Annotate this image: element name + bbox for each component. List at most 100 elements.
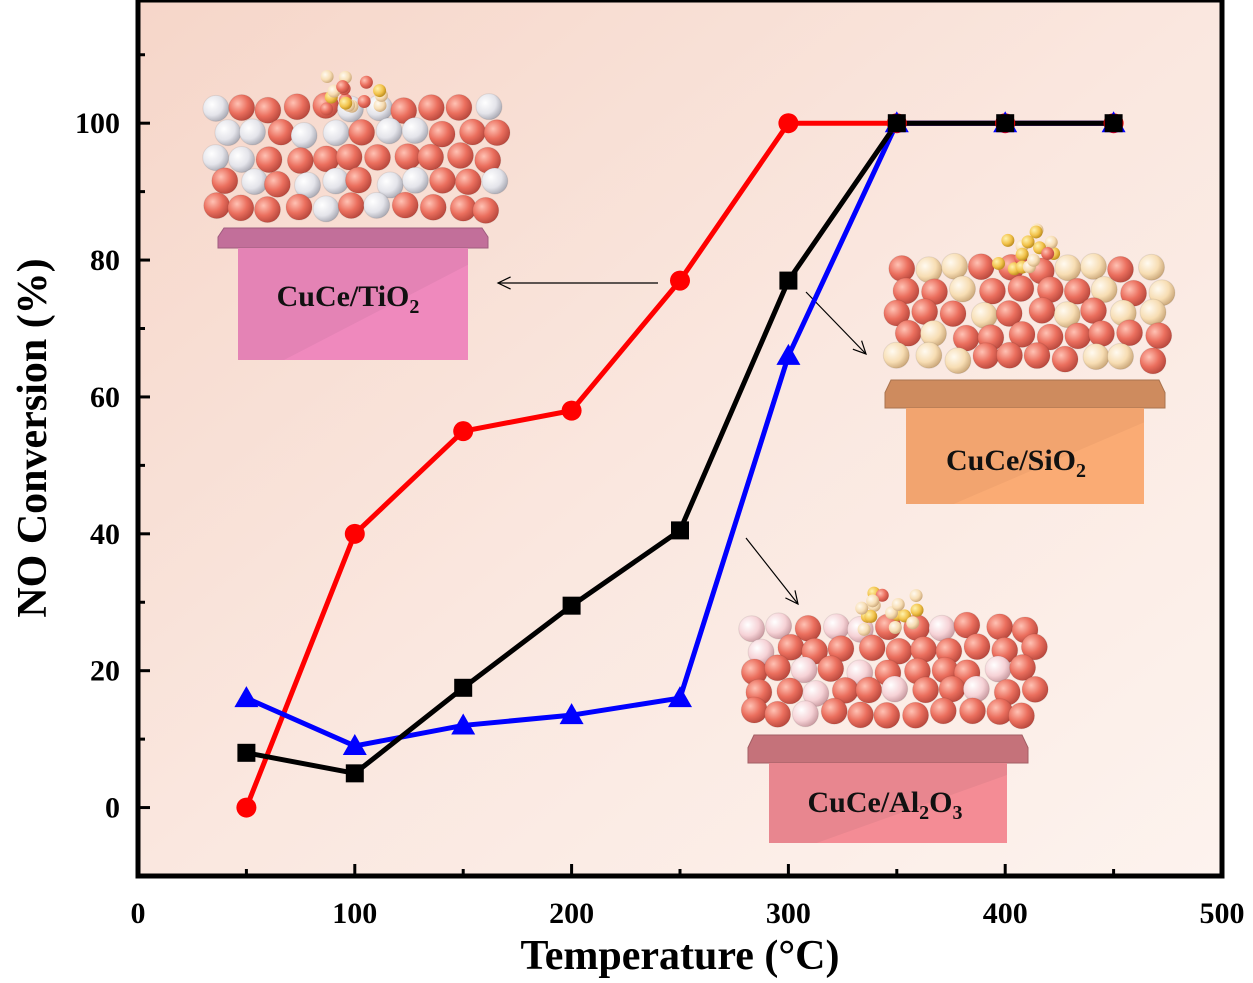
atom <box>344 166 372 194</box>
atom <box>322 167 350 195</box>
atom <box>401 166 429 194</box>
atom <box>1054 254 1082 282</box>
y-tick-label: 100 <box>75 107 120 140</box>
atom <box>286 147 314 175</box>
atom <box>1064 322 1092 350</box>
arrow-head <box>496 276 511 290</box>
atom <box>1080 297 1108 325</box>
atom <box>449 194 477 222</box>
y-tick-label: 20 <box>90 655 120 688</box>
atom <box>820 697 848 725</box>
atom <box>892 277 920 305</box>
atom <box>483 119 511 147</box>
atom <box>1020 633 1048 661</box>
marker-square <box>562 596 581 615</box>
marker-square <box>454 678 473 697</box>
label-box-2: CuCe/Al2O3 <box>747 734 1029 843</box>
marker-circle <box>344 523 365 544</box>
atom <box>910 603 924 617</box>
atom <box>254 96 282 124</box>
atom <box>763 654 791 682</box>
atom <box>1063 277 1091 305</box>
atom <box>445 94 473 122</box>
atom <box>948 275 976 303</box>
atom <box>211 167 239 195</box>
atom <box>419 193 447 221</box>
atom <box>394 143 422 171</box>
atom <box>285 193 313 221</box>
atom <box>337 191 365 219</box>
atom <box>1007 274 1035 302</box>
atom <box>391 191 419 219</box>
atom <box>765 612 793 640</box>
atom <box>255 146 283 174</box>
atom <box>241 168 269 196</box>
atom <box>858 634 886 662</box>
atom <box>928 614 956 642</box>
atom <box>446 142 474 170</box>
atom <box>401 117 429 145</box>
box-sheen <box>953 422 1144 504</box>
marker-circle <box>561 400 582 421</box>
atom <box>429 166 457 194</box>
atom <box>978 277 1006 305</box>
atom <box>267 118 295 146</box>
box-sheen <box>816 775 1007 843</box>
marker-triangle <box>451 713 476 735</box>
x-tick-label: 500 <box>1200 897 1245 930</box>
tio2-cluster <box>202 70 511 224</box>
atom <box>373 98 387 112</box>
atom <box>320 70 334 84</box>
atom <box>866 594 880 608</box>
atom <box>227 194 255 222</box>
atom <box>1044 235 1058 249</box>
marker-square <box>671 521 689 540</box>
atom <box>1015 247 1029 261</box>
atom <box>984 655 1012 683</box>
y-axis-title: NO Conversion (%) <box>10 258 56 617</box>
atom <box>339 96 353 110</box>
atom <box>348 118 376 146</box>
box-label-tail: O <box>929 786 952 819</box>
x-tick-label: 100 <box>332 897 377 930</box>
box-lid <box>747 734 1029 764</box>
atom <box>1008 320 1036 348</box>
atom <box>992 256 1006 270</box>
arrow-head <box>785 590 799 606</box>
atom <box>1138 253 1166 281</box>
arrow-head <box>852 340 867 355</box>
atom <box>428 120 456 148</box>
marker-square <box>996 114 1015 133</box>
box-label-sub: 3 <box>953 802 963 824</box>
x-tick-label: 300 <box>766 897 811 930</box>
label-box-1: CuCe/SiO2 <box>884 379 1166 504</box>
atom <box>817 655 845 683</box>
atom <box>376 171 404 199</box>
atom <box>776 677 804 705</box>
atom <box>459 118 487 146</box>
atom <box>790 656 818 684</box>
atom <box>1028 296 1056 324</box>
atom <box>335 143 363 171</box>
atom <box>740 696 768 724</box>
marker-triangle <box>776 343 801 365</box>
atom <box>481 167 509 195</box>
atom <box>390 97 418 125</box>
box-label-sub: 2 <box>919 802 929 824</box>
atom <box>322 119 350 147</box>
atom <box>454 168 482 196</box>
atom <box>738 615 766 643</box>
y-tick-label: 60 <box>90 381 120 414</box>
atom <box>283 93 311 121</box>
y-tick-label: 40 <box>90 518 120 551</box>
marker-circle <box>670 270 690 291</box>
atom <box>1027 253 1041 267</box>
box-label-main: CuCe/SiO <box>946 444 1076 477</box>
marker-square <box>237 743 256 762</box>
atom <box>1041 247 1055 261</box>
atom <box>912 676 940 704</box>
catalyst-illustrations <box>202 70 1176 730</box>
sio2-cluster <box>882 223 1176 375</box>
